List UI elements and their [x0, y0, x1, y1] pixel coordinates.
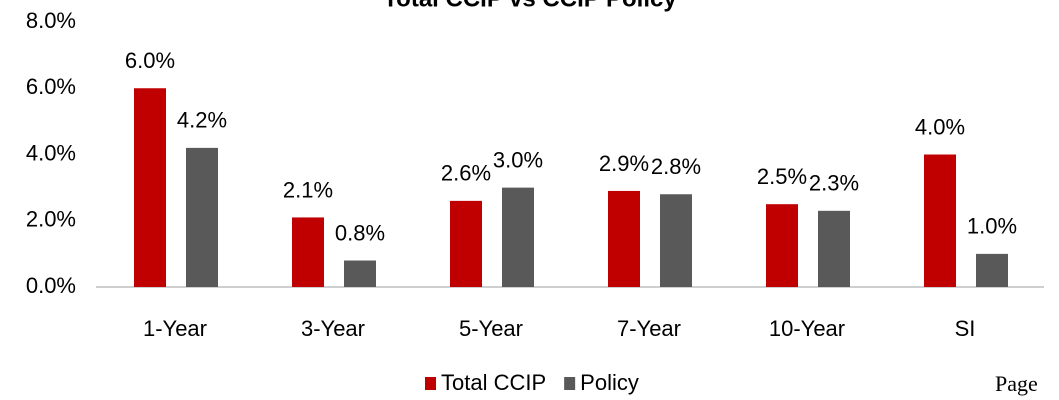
bar — [924, 154, 956, 287]
value-label: 2.5% — [757, 164, 807, 189]
bar — [134, 88, 166, 287]
y-tick-label: 4.0% — [26, 140, 76, 165]
bar — [660, 194, 692, 287]
bar — [344, 260, 376, 287]
y-tick-label: 0.0% — [26, 273, 76, 298]
value-label: 2.1% — [283, 177, 333, 202]
bar — [976, 253, 1008, 287]
y-tick-label: 2.0% — [26, 207, 76, 232]
y-tick-label: 8.0% — [26, 8, 76, 33]
value-label: 2.8% — [651, 154, 701, 179]
x-tick-label: 3-Year — [301, 316, 365, 341]
legend-swatch — [564, 377, 576, 390]
value-label: 4.2% — [177, 108, 227, 133]
value-label: 3.0% — [493, 147, 543, 172]
legend-swatch — [425, 377, 436, 390]
bar — [292, 217, 324, 287]
x-tick-label: SI — [955, 316, 976, 341]
legend-label: Policy — [580, 370, 639, 395]
bar — [818, 210, 850, 287]
bar — [502, 187, 534, 287]
y-tick-label: 6.0% — [26, 74, 76, 99]
x-tick-label: 5-Year — [459, 316, 523, 341]
bar — [608, 190, 640, 287]
page-label: Page — [995, 371, 1038, 396]
bar — [450, 200, 482, 287]
chart-title: Total CCIP vs CCIP Policy — [383, 0, 677, 12]
value-label: 2.3% — [809, 171, 859, 196]
bar — [766, 204, 798, 287]
value-label: 2.6% — [441, 161, 491, 186]
x-tick-label: 10-Year — [769, 316, 845, 341]
x-tick-label: 7-Year — [617, 316, 681, 341]
value-label: 1.0% — [967, 214, 1017, 239]
legend-label: Total CCIP — [441, 370, 546, 395]
value-label: 6.0% — [125, 48, 175, 73]
bar — [186, 147, 218, 287]
x-tick-label: 1-Year — [143, 316, 207, 341]
value-label: 2.9% — [599, 151, 649, 176]
value-label: 0.8% — [335, 220, 385, 245]
value-label: 4.0% — [915, 114, 965, 139]
